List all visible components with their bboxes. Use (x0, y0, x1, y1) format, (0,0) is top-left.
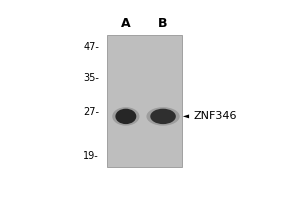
Text: 19-: 19- (83, 151, 99, 161)
Text: B: B (158, 17, 168, 30)
Text: 35-: 35- (83, 73, 99, 83)
Bar (107, 35, 182, 167)
Text: A: A (121, 17, 131, 30)
Ellipse shape (150, 109, 176, 124)
Polygon shape (183, 114, 189, 118)
Text: 27-: 27- (83, 107, 99, 117)
Text: ZNF346: ZNF346 (193, 111, 237, 121)
Text: 47-: 47- (83, 42, 99, 52)
Ellipse shape (116, 109, 136, 124)
Ellipse shape (146, 107, 180, 126)
Ellipse shape (112, 107, 140, 126)
